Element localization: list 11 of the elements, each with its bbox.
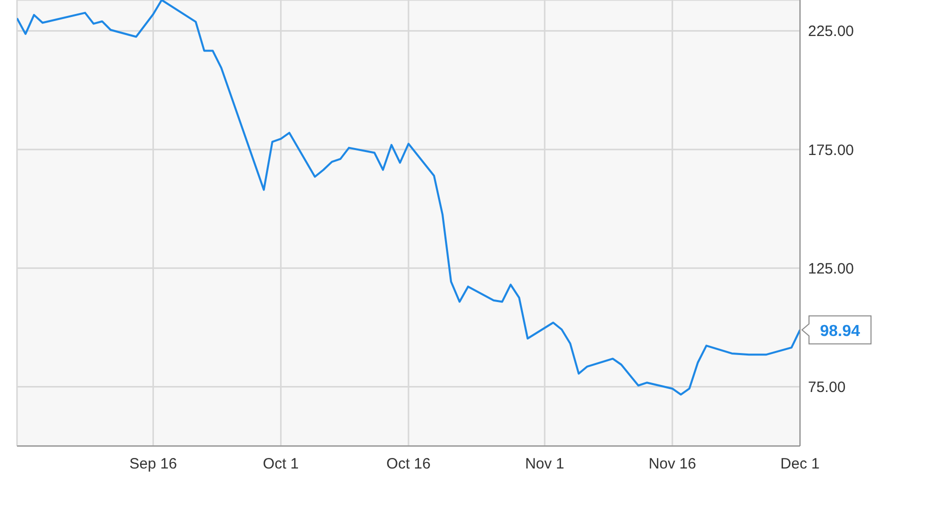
x-tick-label: Dec 1	[780, 456, 820, 473]
y-tick-label: 175.00	[808, 142, 854, 159]
x-tick-label: Sep 16	[129, 456, 177, 473]
annotation: 98.94	[820, 322, 860, 340]
y-tick-label: 75.00	[808, 379, 846, 396]
x-tick-label: Nov 1	[525, 456, 564, 473]
x-tick-label: Oct 16	[386, 456, 431, 473]
x-tick-label: Oct 1	[262, 456, 299, 473]
y-tick-label: 125.00	[808, 260, 854, 278]
y-tick-label: 225.00	[808, 23, 854, 40]
x-tick-label: Nov 16	[648, 456, 696, 473]
